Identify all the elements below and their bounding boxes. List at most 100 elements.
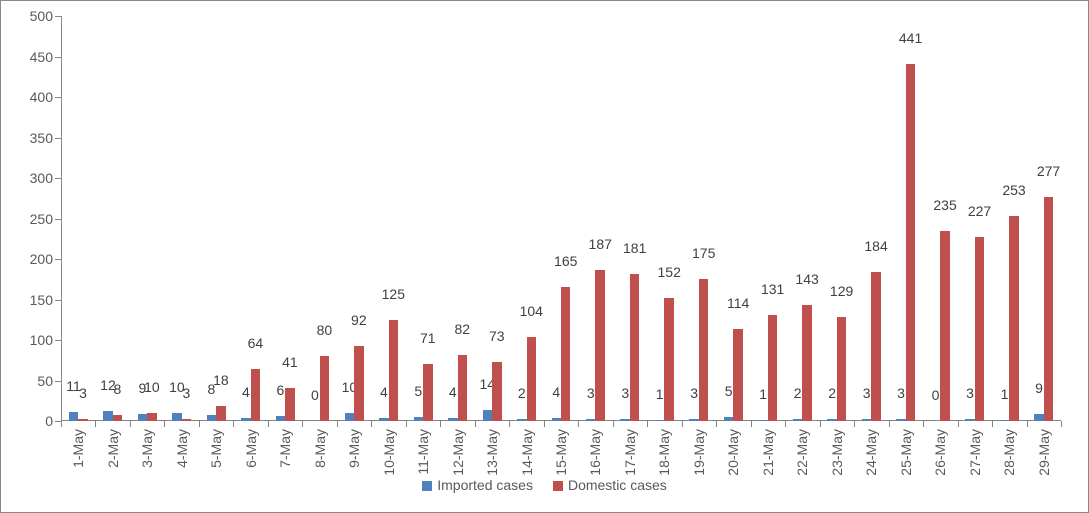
chart-container: 0501001502002503003504004505001-May2-May… — [0, 0, 1089, 513]
x-tick — [371, 421, 372, 427]
bar-imported-cases — [827, 419, 836, 421]
bar-value-label: 1 — [759, 386, 767, 402]
bar-value-label: 131 — [761, 281, 784, 297]
x-tick — [440, 421, 441, 427]
bar-value-label: 152 — [658, 264, 681, 280]
bar-value-label: 165 — [554, 253, 577, 269]
y-axis-line — [61, 16, 62, 421]
bar-value-label: 2 — [794, 385, 802, 401]
bar-imported-cases — [1000, 420, 1009, 421]
bar-value-label: 9 — [1035, 380, 1043, 396]
bar-domestic-cases — [527, 337, 536, 421]
x-tick — [958, 421, 959, 427]
x-tick — [164, 421, 165, 427]
bar-value-label: 277 — [1037, 163, 1060, 179]
x-tick-label: 27-May — [967, 429, 983, 476]
x-tick-label: 7-May — [277, 429, 293, 468]
x-tick-label: 23-May — [829, 429, 845, 476]
x-tick — [1027, 421, 1028, 427]
bar-domestic-cases — [320, 356, 329, 421]
x-tick-label: 24-May — [863, 429, 879, 476]
bar-domestic-cases — [733, 329, 742, 421]
bar-domestic-cases — [1044, 197, 1053, 421]
x-tick — [61, 421, 62, 427]
x-tick — [268, 421, 269, 427]
bar-domestic-cases — [147, 413, 156, 421]
y-tick-label: 350 — [30, 130, 53, 146]
x-tick — [475, 421, 476, 427]
x-tick — [923, 421, 924, 427]
bar-value-label: 104 — [520, 303, 543, 319]
bar-domestic-cases — [630, 274, 639, 421]
bar-imported-cases — [483, 410, 492, 421]
bar-value-label: 3 — [897, 385, 905, 401]
y-tick — [55, 138, 61, 139]
bar-value-label: 73 — [489, 328, 505, 344]
x-tick — [751, 421, 752, 427]
bar-value-label: 187 — [589, 236, 612, 252]
x-tick — [682, 421, 683, 427]
x-tick-label: 19-May — [691, 429, 707, 476]
x-tick-label: 25-May — [898, 429, 914, 476]
bar-domestic-cases — [595, 270, 604, 421]
bar-imported-cases — [586, 419, 595, 421]
bar-domestic-cases — [182, 419, 191, 421]
bar-domestic-cases — [389, 320, 398, 421]
bar-value-label: 129 — [830, 283, 853, 299]
bar-imported-cases — [414, 417, 423, 421]
y-tick-label: 0 — [45, 413, 53, 429]
x-tick-label: 2-May — [105, 429, 121, 468]
y-tick — [55, 97, 61, 98]
bar-imported-cases — [345, 413, 354, 421]
bar-value-label: 18 — [213, 372, 229, 388]
bar-value-label: 3 — [621, 385, 629, 401]
x-tick-label: 12-May — [450, 429, 466, 476]
bar-domestic-cases — [802, 305, 811, 421]
bar-value-label: 3 — [183, 385, 191, 401]
bar-value-label: 1 — [1001, 386, 1009, 402]
bar-imported-cases — [172, 413, 181, 421]
x-tick-label: 5-May — [208, 429, 224, 468]
x-tick-label: 16-May — [587, 429, 603, 476]
bar-domestic-cases — [113, 415, 122, 421]
x-tick — [647, 421, 648, 427]
bar-value-label: 2 — [828, 385, 836, 401]
x-tick-label: 26-May — [932, 429, 948, 476]
x-tick-label: 14-May — [519, 429, 535, 476]
x-tick-label: 28-May — [1001, 429, 1017, 476]
x-tick-label: 29-May — [1036, 429, 1052, 476]
x-tick-label: 8-May — [312, 429, 328, 468]
bar-value-label: 1 — [656, 386, 664, 402]
bar-domestic-cases — [768, 315, 777, 421]
bar-value-label: 4 — [380, 384, 388, 400]
bar-value-label: 181 — [623, 240, 646, 256]
x-tick-label: 15-May — [553, 429, 569, 476]
bar-imported-cases — [241, 418, 250, 421]
x-tick — [854, 421, 855, 427]
y-tick — [55, 300, 61, 301]
bar-imported-cases — [379, 418, 388, 421]
bar-value-label: 64 — [248, 335, 264, 351]
bar-value-label: 3 — [966, 385, 974, 401]
x-tick — [233, 421, 234, 427]
bar-domestic-cases — [78, 419, 87, 421]
legend-label: Imported cases — [437, 477, 533, 493]
x-tick-label: 17-May — [622, 429, 638, 476]
bar-domestic-cases — [975, 237, 984, 421]
x-tick — [1061, 421, 1062, 427]
bar-imported-cases — [689, 419, 698, 421]
bar-imported-cases — [207, 415, 216, 421]
x-tick-label: 21-May — [760, 429, 776, 476]
bar-imported-cases — [552, 418, 561, 421]
bar-value-label: 41 — [282, 354, 298, 370]
bar-value-label: 235 — [933, 197, 956, 213]
x-tick-label: 18-May — [656, 429, 672, 476]
bar-domestic-cases — [423, 364, 432, 422]
bar-imported-cases — [965, 419, 974, 421]
bar-value-label: 4 — [449, 384, 457, 400]
y-tick — [55, 340, 61, 341]
bar-value-label: 125 — [382, 286, 405, 302]
x-tick — [613, 421, 614, 427]
y-tick — [55, 16, 61, 17]
bar-value-label: 227 — [968, 203, 991, 219]
